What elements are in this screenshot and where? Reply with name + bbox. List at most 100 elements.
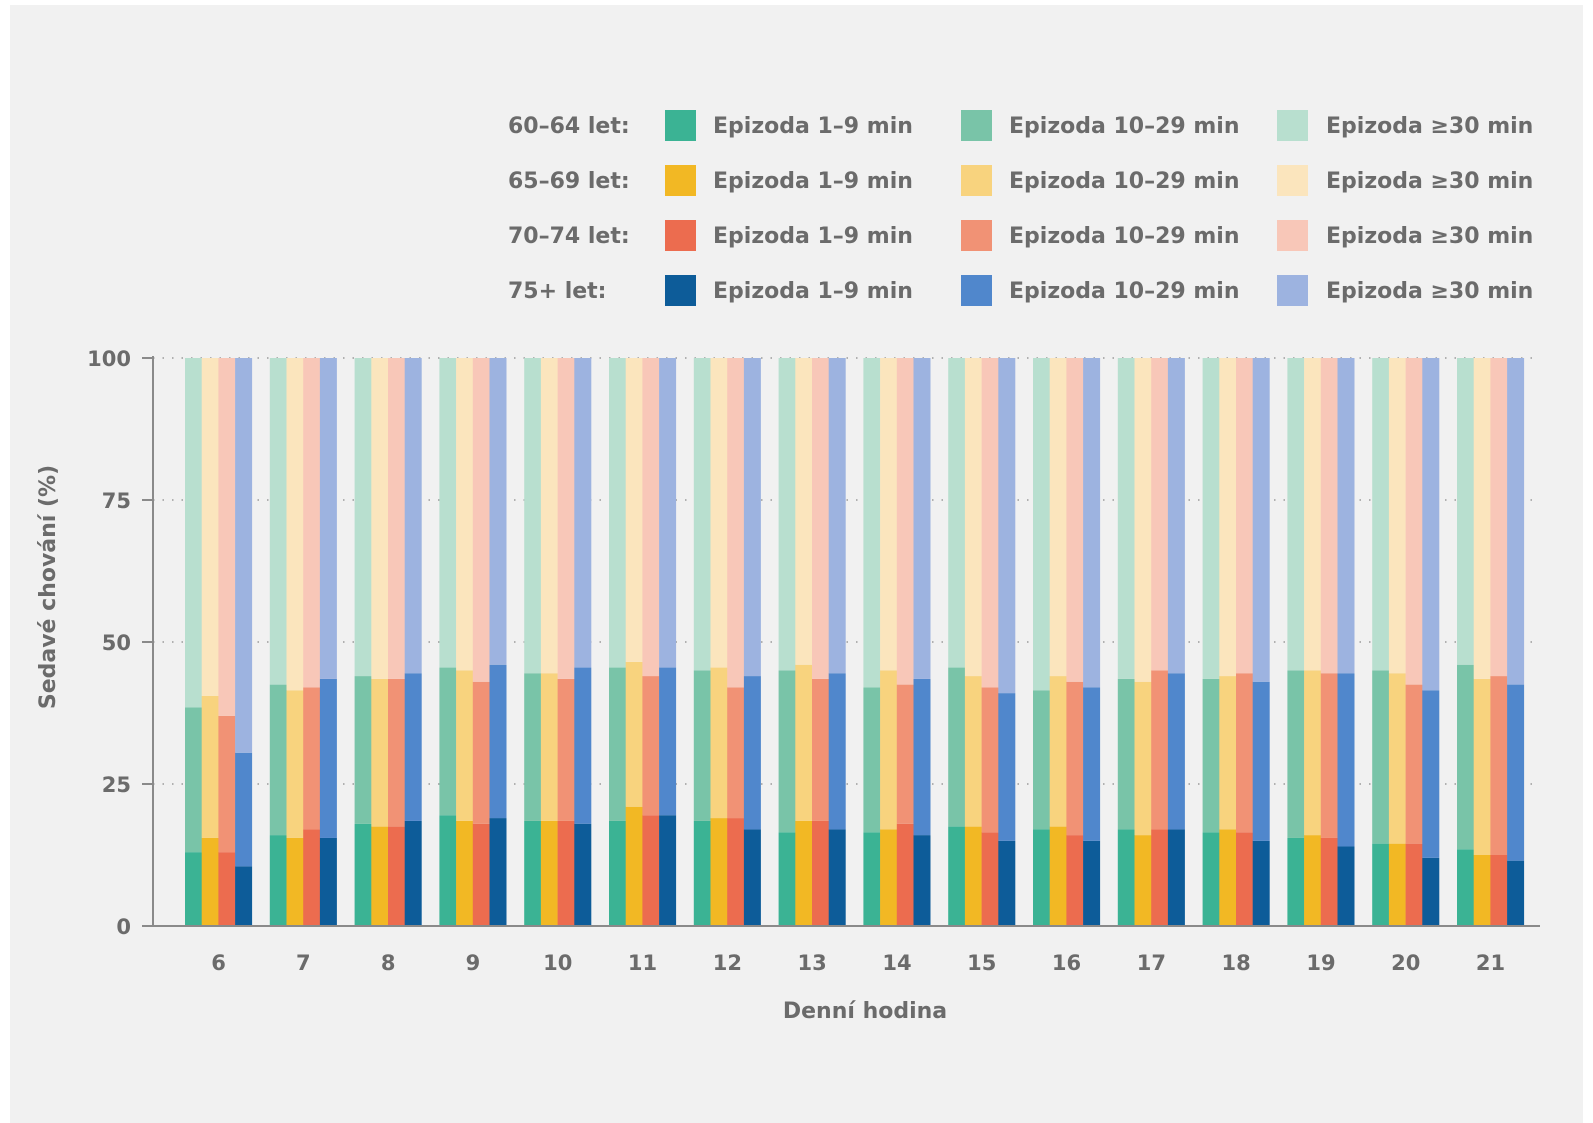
bar-h8-g3-short: [388, 826, 405, 926]
bar-h11-g2-long: [625, 358, 643, 662]
y-tick-label-75: 75: [102, 489, 131, 513]
legend-swatch-g1-s1: [665, 110, 696, 141]
bar-h12-g1-mid: [693, 670, 711, 821]
bar-h16-g3-short: [1066, 835, 1084, 926]
bar-h20-g4-long: [1422, 358, 1440, 691]
legend-swatch-g1-s3: [1277, 110, 1308, 141]
bar-h14-g1-short: [863, 832, 881, 926]
legend-swatch-g2-s1: [665, 165, 696, 196]
bar-h17-g1-short: [1117, 829, 1135, 926]
bar-h7-g2-mid: [286, 690, 304, 838]
x-tick-label-17: 17: [1137, 951, 1166, 975]
bar-h12-g4-long: [743, 358, 761, 677]
x-tick-label-18: 18: [1222, 951, 1251, 975]
legend-label-g2-s2: Epizoda 10–29 min: [1009, 169, 1240, 194]
bar-h10-g4-short: [574, 823, 592, 926]
bar-h12-g2-long: [710, 358, 728, 668]
x-tick-label-9: 9: [466, 951, 481, 975]
bar-h11-g3-mid: [642, 676, 660, 816]
x-tick-label-20: 20: [1391, 951, 1420, 975]
bar-h18-g4-mid: [1252, 681, 1270, 841]
bar-h8-g1-long: [354, 358, 372, 677]
bar-h6-g1-long: [185, 358, 202, 708]
bar-h8-g2-long: [371, 358, 389, 679]
bar-h20-g2-short: [1388, 843, 1406, 926]
bar-h7-g4-long: [319, 358, 337, 679]
legend-label-g4-s1: Epizoda 1–9 min: [713, 279, 913, 304]
bar-h9-g2-mid: [456, 670, 474, 821]
bar-h9-g3-long: [472, 358, 490, 682]
bar-h18-g4-short: [1252, 840, 1270, 926]
legend-label-g4-s2: Epizoda 10–29 min: [1009, 279, 1240, 304]
x-tick-label-19: 19: [1306, 951, 1335, 975]
bar-h13-g3-long: [812, 358, 829, 679]
bar-h19-g3-mid: [1320, 673, 1338, 838]
bar-h7-g4-short: [319, 837, 337, 926]
legend-swatch-g4-s2: [961, 275, 992, 306]
x-tick-label-16: 16: [1052, 951, 1081, 975]
y-tick-label-100: 100: [87, 347, 131, 371]
bar-h12-g3-short: [727, 818, 745, 926]
bar-h20-g4-short: [1422, 857, 1440, 926]
bar-h19-g1-mid: [1287, 670, 1305, 838]
bar-h15-g3-short: [981, 832, 999, 926]
bar-h21-g1-long: [1457, 358, 1474, 665]
bar-h8-g2-short: [371, 826, 389, 926]
bar-h15-g4-mid: [998, 693, 1016, 841]
legend-swatch-g4-s1: [665, 275, 696, 306]
bar-h15-g1-mid: [948, 667, 966, 827]
bars: [185, 358, 1525, 926]
bar-h16-g2-mid: [1049, 676, 1067, 827]
bar-h15-g3-mid: [981, 687, 999, 833]
bar-h11-g2-mid: [625, 661, 643, 807]
bar-h8-g3-long: [388, 358, 405, 679]
legend-label-g3-s2: Epizoda 10–29 min: [1009, 224, 1240, 249]
bar-h16-g2-long: [1049, 358, 1067, 677]
y-axis-title: Sedavé chování (%): [36, 465, 61, 709]
bar-h11-g1-long: [609, 358, 626, 668]
bar-h7-g1-mid: [269, 684, 287, 836]
bar-h8-g4-long: [404, 358, 422, 674]
bar-h17-g3-mid: [1151, 670, 1169, 830]
bar-h13-g1-long: [778, 358, 796, 671]
bar-h7-g4-mid: [319, 678, 337, 838]
legend-group-label-2: 65–69 let:: [508, 169, 630, 194]
bar-h13-g4-long: [828, 358, 846, 674]
bar-h17-g1-long: [1117, 358, 1135, 679]
bar-h11-g4-mid: [659, 667, 677, 816]
bar-h6-g2-long: [201, 358, 219, 696]
x-tick-label-13: 13: [798, 951, 827, 975]
bar-h20-g2-mid: [1388, 673, 1406, 844]
bar-h13-g3-mid: [812, 678, 829, 821]
bar-h18-g1-long: [1202, 358, 1220, 679]
bar-h14-g1-mid: [863, 687, 881, 833]
bar-h21-g1-mid: [1457, 664, 1474, 850]
bar-h19-g2-short: [1304, 835, 1322, 926]
bar-h7-g2-short: [286, 837, 304, 926]
y-tick-label-50: 50: [102, 631, 131, 655]
x-tick-label-6: 6: [211, 951, 226, 975]
bar-h9-g2-short: [456, 820, 474, 926]
bar-h11-g4-short: [659, 815, 677, 926]
legend-swatch-g3-s2: [961, 220, 992, 251]
bar-h19-g4-long: [1337, 358, 1355, 674]
bar-h18-g1-mid: [1202, 678, 1220, 833]
legend-group-label-4: 75+ let:: [508, 279, 606, 304]
bar-h16-g3-mid: [1066, 681, 1084, 836]
legend-swatch-g3-s3: [1277, 220, 1308, 251]
bar-h6-g3-long: [218, 358, 236, 716]
bar-h15-g4-long: [998, 358, 1016, 694]
bar-h19-g4-mid: [1337, 673, 1355, 847]
bar-h14-g3-short: [896, 823, 914, 926]
bar-h17-g2-short: [1134, 835, 1152, 926]
bar-h12-g2-mid: [710, 667, 728, 819]
bar-h7-g3-long: [303, 358, 321, 688]
bar-h15-g2-long: [964, 358, 982, 677]
bar-h9-g4-long: [489, 358, 507, 665]
x-tick-label-15: 15: [967, 951, 996, 975]
bar-h21-g1-short: [1457, 849, 1474, 926]
bar-h18-g2-mid: [1219, 676, 1237, 830]
bar-h12-g4-short: [743, 829, 761, 926]
bar-h14-g1-long: [863, 358, 881, 688]
